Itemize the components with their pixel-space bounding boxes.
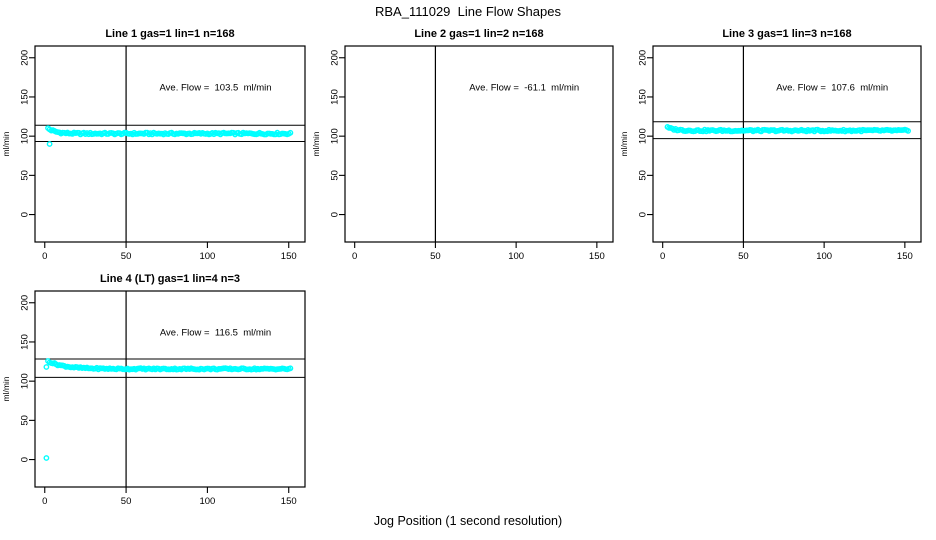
x-tick-label: 50 — [121, 251, 132, 262]
y-tick-label: 50 — [330, 170, 341, 181]
x-tick-label: 100 — [199, 496, 215, 507]
data-point — [287, 365, 294, 372]
data-point — [905, 127, 911, 134]
x-axis-title: Jog Position (1 second resolution) — [373, 514, 563, 528]
x-tick-label: 50 — [121, 496, 132, 507]
y-tick-label: 100 — [330, 128, 341, 144]
subplot-line-4: Line 4 (LT) gas=1 lin=4 n=3 0 50 100 150 0 50 1… — [1, 273, 306, 507]
y-tick-label: 0 — [20, 457, 31, 462]
y-tick-label: 200 — [638, 50, 649, 66]
plot-box — [652, 45, 922, 243]
ave-flow-annotation: Ave. Flow = 107.6 ml/min — [776, 83, 888, 94]
x-tick-label: 0 — [42, 496, 47, 507]
plot-box — [34, 45, 306, 243]
x-tick-label: 150 — [897, 251, 913, 262]
data-point — [287, 129, 294, 136]
ave-flow-annotation: Ave. Flow = -61.1 ml/min — [469, 83, 579, 94]
x-tick-label: 50 — [430, 251, 441, 262]
x-tick-label: 100 — [508, 251, 524, 262]
y-tick-label: 0 — [20, 212, 31, 217]
outlier-point — [46, 141, 53, 147]
x-tick-label: 0 — [660, 251, 665, 262]
y-axis-title: ml/min — [619, 131, 629, 156]
outlier-point — [43, 455, 50, 461]
subplot-line-1: Line 1 gas=1 lin=1 n=168 0 50 100 150 0 50 100 1… — [1, 28, 306, 262]
subplot-line-3: Line 3 gas=1 lin=3 n=168 0 50 100 150 0 50 100 1… — [619, 28, 922, 262]
x-tick-label: 0 — [42, 251, 47, 262]
subplot-title: Line 4 (LT) gas=1 lin=4 n=3 — [100, 273, 240, 285]
outlier-point — [43, 364, 50, 370]
y-tick-label: 200 — [20, 50, 31, 66]
y-tick-label: 50 — [20, 170, 31, 181]
subplot-title: Line 1 gas=1 lin=1 n=168 — [105, 28, 234, 40]
y-tick-label: 100 — [20, 128, 31, 144]
x-tick-label: 150 — [281, 496, 297, 507]
x-tick-label: 100 — [199, 251, 215, 262]
y-tick-label: 200 — [330, 50, 341, 66]
y-tick-label: 0 — [330, 212, 341, 217]
y-tick-label: 200 — [20, 295, 31, 311]
y-tick-label: 0 — [638, 212, 649, 217]
main-title: RBA_111029 Line Flow Shapes — [375, 4, 561, 19]
ave-flow-annotation: Ave. Flow = 103.5 ml/min — [160, 83, 272, 94]
plot-box — [344, 45, 614, 243]
y-tick-label: 150 — [20, 89, 31, 105]
y-axis-title: ml/min — [1, 376, 11, 401]
y-tick-label: 150 — [20, 334, 31, 350]
y-tick-label: 150 — [330, 89, 341, 105]
ave-flow-annotation: Ave. Flow = 116.5 ml/min — [160, 328, 271, 339]
y-tick-label: 150 — [638, 89, 649, 105]
y-tick-label: 50 — [638, 170, 649, 181]
x-tick-label: 150 — [281, 251, 297, 262]
subplot-line-2: Line 2 gas=1 lin=2 n=168 0 50 100 150 0 50 100 1… — [311, 28, 614, 262]
x-tick-label: 100 — [816, 251, 832, 262]
subplot-title: Line 2 gas=1 lin=2 n=168 — [414, 28, 543, 40]
y-axis-title: ml/min — [1, 131, 11, 156]
x-tick-label: 150 — [589, 251, 605, 262]
y-axis-title: ml/min — [311, 131, 321, 156]
y-tick-label: 100 — [20, 373, 31, 389]
y-tick-label: 50 — [20, 415, 31, 426]
subplot-title: Line 3 gas=1 lin=3 n=168 — [722, 28, 851, 40]
y-tick-label: 100 — [638, 128, 649, 144]
x-tick-label: 50 — [738, 251, 749, 262]
plot-box — [34, 290, 306, 488]
x-tick-label: 0 — [352, 251, 357, 262]
